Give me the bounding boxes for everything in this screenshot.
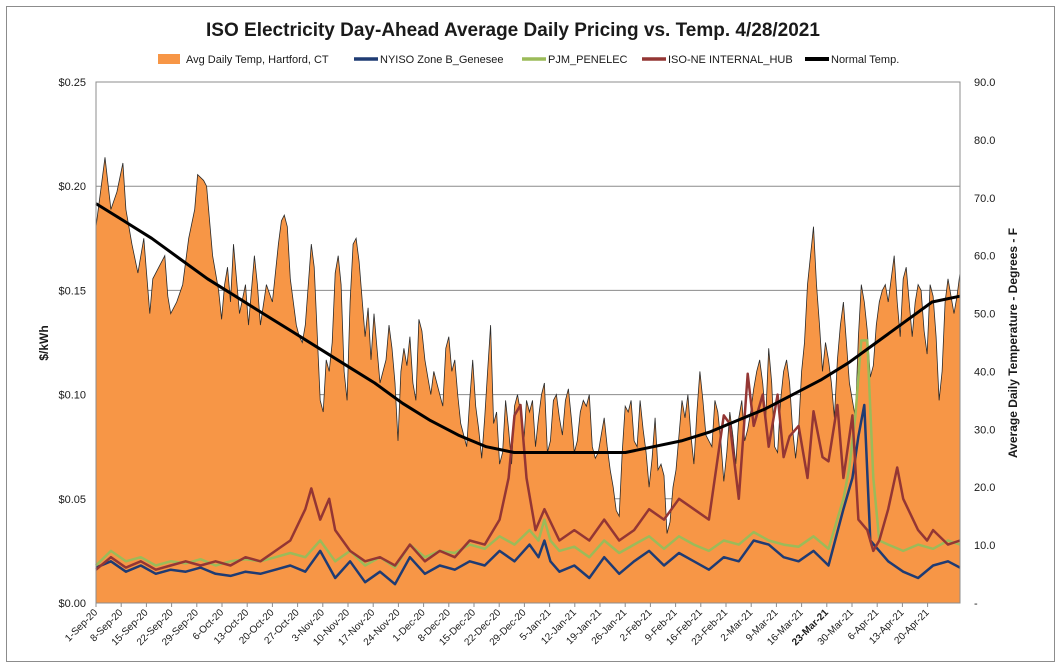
plot-border xyxy=(95,81,961,604)
legend-label: Normal Temp. xyxy=(831,54,899,66)
y-tick-label: $0.15 xyxy=(58,285,86,297)
right-axis-ticks: - 10.0 20.0 30.0 40.0 50.0 60.0 70.0 80.0 90.0 xyxy=(974,77,995,610)
y-tick-label: $0.25 xyxy=(58,77,86,89)
y2-tick-label: 50.0 xyxy=(974,309,995,321)
legend-label: NYISO Zone B_Genesee xyxy=(380,54,504,66)
plot-area xyxy=(95,157,961,604)
y-axis-label: $/kWh xyxy=(37,325,51,360)
legend-label: ISO-NE INTERNAL_HUB xyxy=(668,54,793,66)
y2-axis-label: Average Daily Temperature - Degrees - F xyxy=(1006,228,1020,458)
chart-title: ISO Electricity Day-Ahead Average Daily … xyxy=(206,20,820,41)
y2-tick-label: 70.0 xyxy=(974,193,995,205)
legend: Avg Daily Temp, Hartford, CT NYISO Zone B… xyxy=(158,54,899,66)
series-line-1 xyxy=(95,403,961,586)
y2-tick-label: 60.0 xyxy=(974,251,995,263)
y2-tick-label: 90.0 xyxy=(974,77,995,89)
legend-swatch xyxy=(158,54,180,64)
series-area-temp xyxy=(95,157,961,604)
y2-tick-label: 20.0 xyxy=(974,482,995,494)
x-axis-ticks: 1-Sep-208-Sep-2015-Sep-2022-Sep-2029-Sep… xyxy=(63,603,932,648)
y2-tick-label: 10.0 xyxy=(974,540,995,552)
legend-label: Avg Daily Temp, Hartford, CT xyxy=(186,54,329,66)
legend-label: PJM_PENELEC xyxy=(548,54,628,66)
y-tick-label: $0.10 xyxy=(58,390,86,402)
y2-tick-label: - xyxy=(974,598,978,610)
y-tick-label: $0.00 xyxy=(58,598,86,610)
y-tick-label: $0.20 xyxy=(58,181,86,193)
y-tick-label: $0.05 xyxy=(58,494,86,506)
y2-tick-label: 30.0 xyxy=(974,424,995,436)
left-axis-ticks: $0.00 $0.05 $0.10 $0.15 $0.20 $0.25 xyxy=(58,77,86,610)
y2-tick-label: 40.0 xyxy=(974,366,995,378)
series-line-4 xyxy=(95,202,961,454)
chart-frame xyxy=(6,6,1055,662)
series-line-3 xyxy=(95,372,961,571)
y2-tick-label: 80.0 xyxy=(974,135,995,147)
